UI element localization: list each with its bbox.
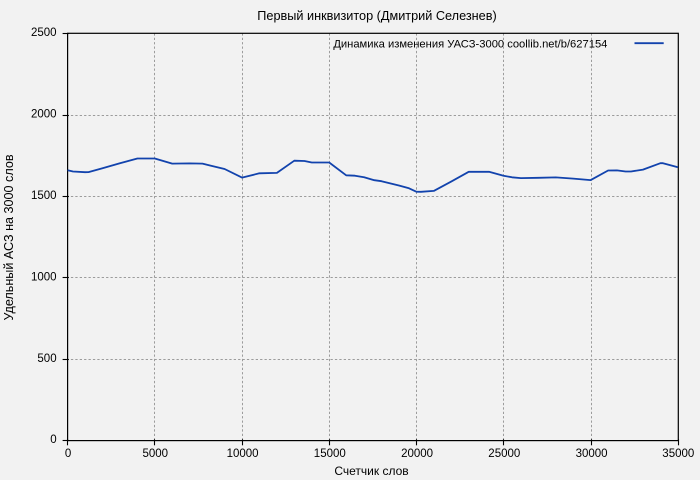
svg-text:0: 0 bbox=[65, 448, 71, 460]
svg-text:Первый инквизитор (Дмитрий Сел: Первый инквизитор (Дмитрий Селезнев) bbox=[257, 9, 496, 23]
svg-text:Удельный АСЗ на 3000 слов: Удельный АСЗ на 3000 слов bbox=[2, 154, 16, 320]
svg-text:2500: 2500 bbox=[31, 27, 57, 39]
svg-text:Счетчик слов: Счетчик слов bbox=[334, 464, 408, 478]
svg-text:1000: 1000 bbox=[31, 272, 57, 284]
svg-text:0: 0 bbox=[50, 434, 56, 446]
svg-text:30000: 30000 bbox=[576, 448, 608, 460]
svg-text:15000: 15000 bbox=[314, 448, 346, 460]
svg-text:35000: 35000 bbox=[662, 448, 694, 460]
svg-text:1500: 1500 bbox=[31, 190, 57, 202]
svg-text:5000: 5000 bbox=[143, 448, 169, 460]
svg-text:25000: 25000 bbox=[488, 448, 520, 460]
svg-text:Динамика изменения УАСЗ-3000 c: Динамика изменения УАСЗ-3000 coollib.net… bbox=[333, 38, 607, 50]
svg-text:10000: 10000 bbox=[227, 448, 259, 460]
svg-text:500: 500 bbox=[37, 353, 56, 365]
svg-text:20000: 20000 bbox=[401, 448, 433, 460]
svg-text:2000: 2000 bbox=[31, 109, 57, 121]
